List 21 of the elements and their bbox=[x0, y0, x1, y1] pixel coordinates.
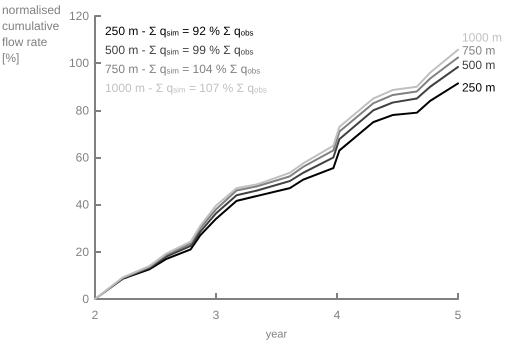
y-tick-label: 40 bbox=[76, 198, 90, 212]
y-tick-label: 60 bbox=[76, 150, 90, 164]
text: 750 m bbox=[462, 44, 496, 58]
x-tick-label: 2 bbox=[92, 308, 99, 322]
text: 1000 m - Σ qsim = 107 % Σ qobs bbox=[105, 81, 267, 95]
text: 250 m - Σ qsim = 92 % Σ qobs bbox=[105, 24, 254, 38]
x-tick-label: 5 bbox=[454, 308, 462, 322]
text: 250 m bbox=[462, 80, 496, 94]
y-axis-title: normalised cumulative flow rate [%] bbox=[2, 3, 61, 65]
text: 500 m - Σ qsim = 99 % Σ qobs bbox=[105, 43, 254, 57]
y-tick-label: 20 bbox=[76, 244, 90, 259]
text: 750 m - Σ qsim = 104 % Σ qobs bbox=[105, 62, 260, 76]
y-tick-label: 0 bbox=[82, 292, 90, 306]
y-tick-label: 120 bbox=[68, 9, 90, 23]
x-tick-label: 4 bbox=[334, 308, 341, 322]
text: 500 m bbox=[462, 58, 496, 72]
y-tick-label: 100 bbox=[68, 56, 90, 70]
y-tick-label: 80 bbox=[76, 103, 90, 118]
x-tick-label: 3 bbox=[212, 308, 220, 322]
text: 1000 m bbox=[462, 30, 502, 45]
x-axis-title: year bbox=[266, 328, 288, 340]
